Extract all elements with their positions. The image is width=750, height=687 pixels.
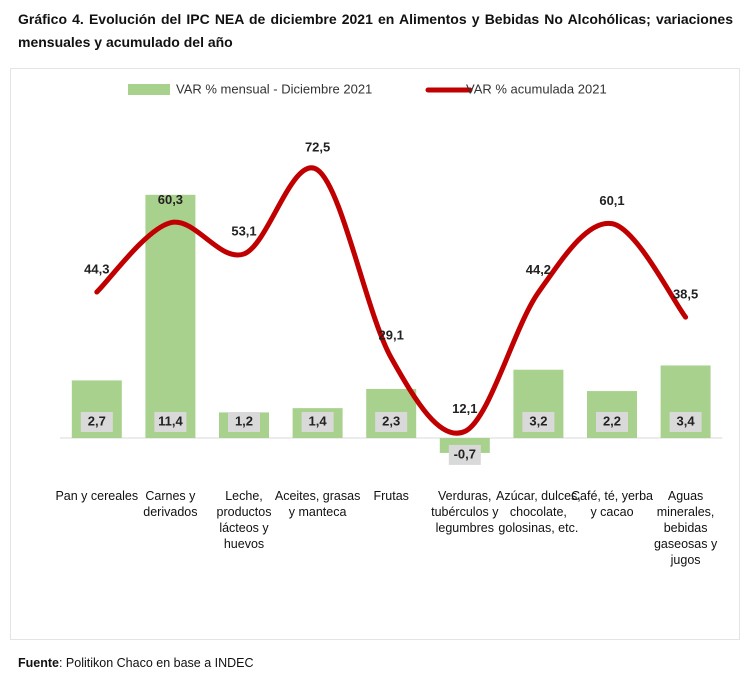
value-label: 1,4	[309, 413, 328, 428]
value-label-box	[228, 412, 260, 432]
line	[94, 165, 689, 436]
x-tick-label: Leche, productos lácteos y huevos	[216, 489, 272, 551]
value-label-box	[154, 412, 187, 432]
value-label: 2,7	[88, 413, 106, 428]
value-label: 38,5	[673, 287, 698, 302]
value-label: 2,3	[382, 413, 400, 428]
chart-title: Gráfico 4. Evolución del IPC NEA de dici…	[18, 11, 733, 50]
chart-frame	[10, 68, 740, 640]
x-tick-label: Pan y cereales	[55, 489, 139, 503]
value-label: 60,3	[158, 192, 183, 207]
value-label-box	[669, 412, 702, 432]
value-label: 44,2	[526, 262, 551, 277]
value-label: 53,1	[231, 223, 256, 238]
x-tick-label: Café, té, yerba y cacao	[571, 489, 653, 519]
x-tick-label: Frutas	[373, 489, 409, 503]
value-label-box	[301, 412, 334, 432]
legend-swatch	[128, 84, 170, 95]
value-label: 1,2	[235, 413, 253, 428]
value-label: 3,2	[529, 413, 547, 428]
value-label: 60,1	[599, 193, 624, 208]
value-label-box	[596, 412, 628, 432]
value-label-box	[522, 412, 555, 432]
source: Fuente: Politikon Chaco en base a INDEC	[18, 656, 254, 670]
value-label: 12,1	[452, 401, 477, 416]
value-label-box	[448, 444, 481, 465]
x-tick-label: Azúcar, dulces, chocolate, golosinas, et…	[496, 489, 581, 535]
legend-label: VAR % acumulada 2021	[466, 81, 607, 96]
source-text: : Politikon Chaco en base a INDEC	[58, 656, 254, 670]
value-label: 11,4	[158, 413, 183, 428]
value-label: -0,7	[454, 446, 476, 461]
source-label: Fuente	[18, 656, 59, 670]
bar	[145, 194, 196, 438]
x-tick-label: Aceites, grasas y manteca	[274, 489, 361, 519]
value-label: 2,2	[603, 413, 621, 428]
x-tick-label: Aguas minerales, bebidas gaseosas y jugo…	[653, 489, 718, 567]
legend-label: VAR % mensual - Diciembre 2021	[176, 81, 372, 96]
value-label-box	[80, 412, 113, 432]
x-tick-label: Verduras, tubérculos y legumbres	[431, 489, 499, 535]
value-label: 29,1	[379, 327, 404, 342]
value-label-box	[375, 412, 408, 432]
value-label: 44,3	[84, 261, 109, 276]
value-label: 3,4	[677, 413, 696, 428]
value-label: 72,5	[305, 139, 330, 154]
x-tick-label: Carnes y derivados	[143, 489, 198, 519]
